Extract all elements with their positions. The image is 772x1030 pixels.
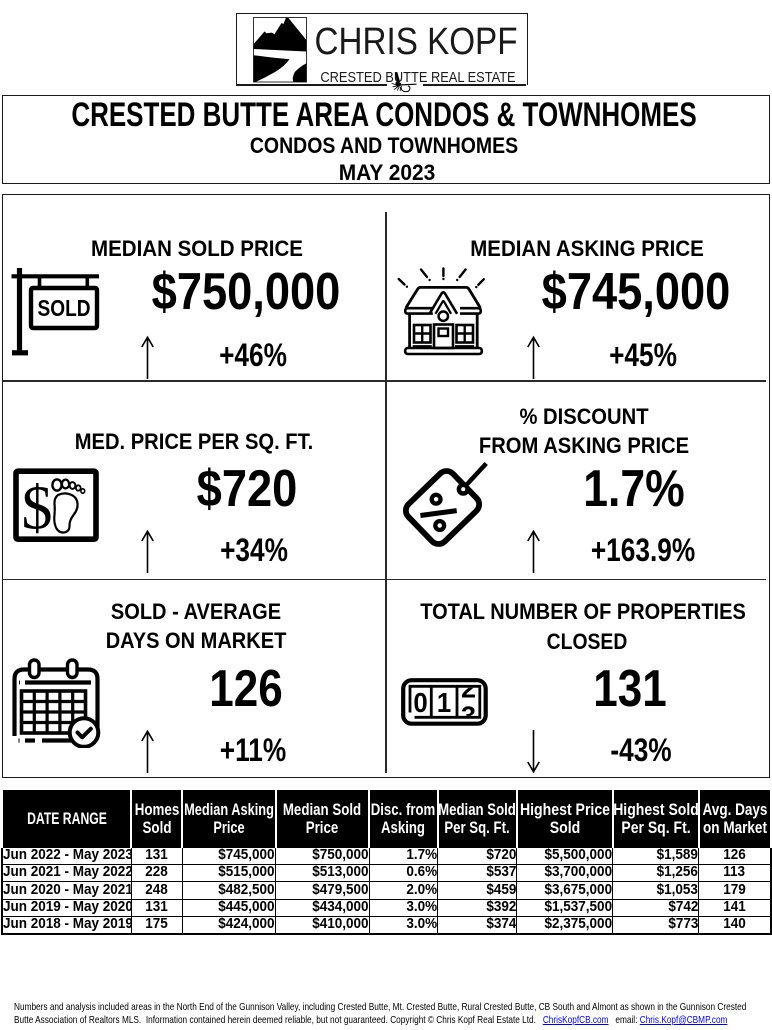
svg-text:3: 3	[461, 701, 476, 726]
svg-text:1: 1	[437, 687, 451, 718]
svg-text:2: 2	[461, 678, 476, 704]
svg-text:$: $	[21, 475, 52, 543]
svg-text:0: 0	[413, 687, 427, 718]
svg-text:SOLD: SOLD	[38, 295, 91, 321]
